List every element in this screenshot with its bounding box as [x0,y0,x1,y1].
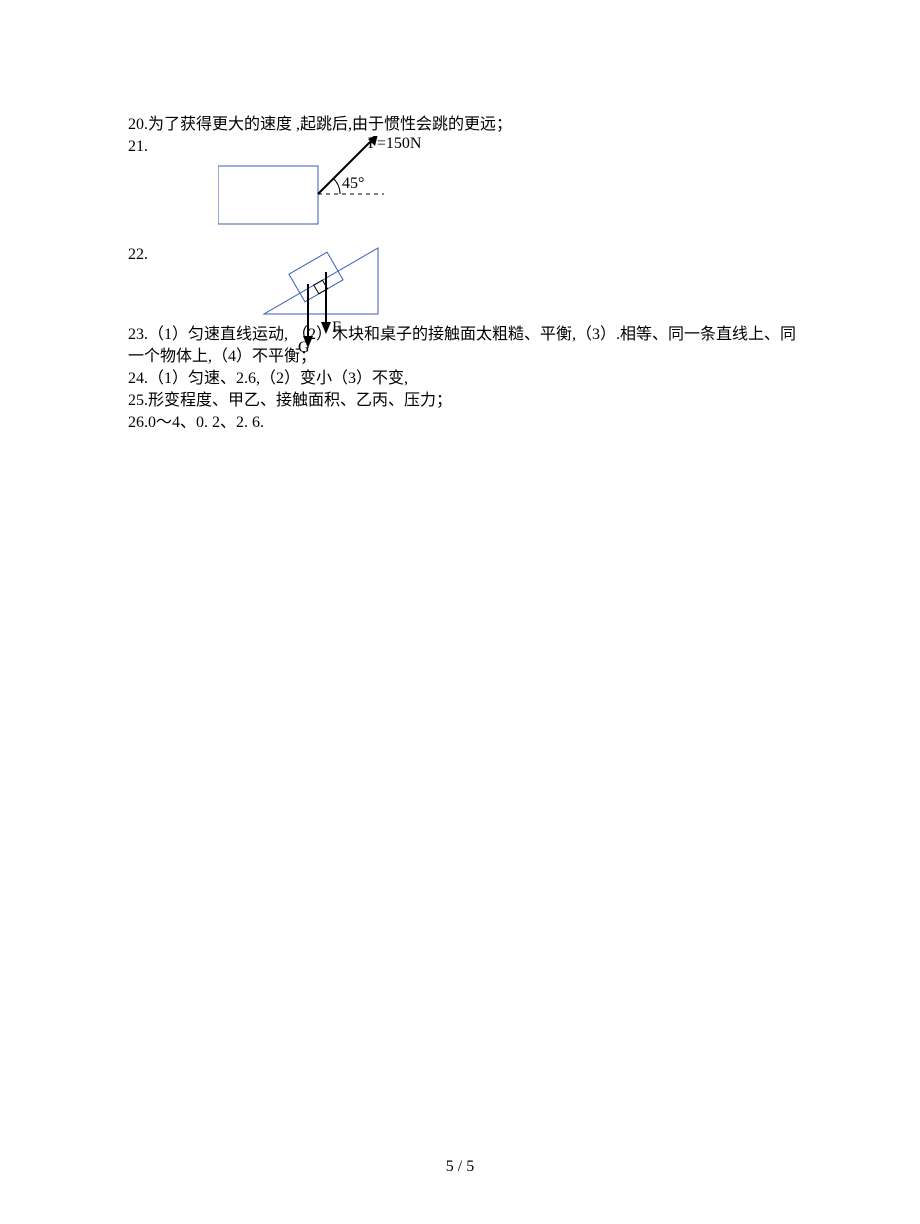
q22-g-label: G [298,339,310,354]
q21-row: 21. 45° F=150N [128,136,798,236]
q26-number: 26. [128,414,148,431]
q24-line: 24.（1）匀速、2.6,（2）变小（3）不变, [128,368,798,390]
q25-number: 25. [128,392,148,409]
page-footer: 5 / 5 [0,1158,920,1176]
content-block: 20.为了获得更大的速度 ,起跳后,由于惯性会跳的更远； 21. [128,114,798,434]
q22-number: 22. [128,244,158,266]
q25-line: 25.形变程度、甲乙、接触面积、乙丙、压力； [128,390,798,412]
q25-text: 形变程度、甲乙、接触面积、乙丙、压力； [148,392,452,409]
page: 20.为了获得更大的速度 ,起跳后,由于惯性会跳的更远； 21. [0,0,920,1224]
q23-number: 23. [128,326,148,343]
q21-svg: 45° F=150N [218,136,478,236]
q26-text: 0～4、0. 2、2. 6. [148,414,264,431]
q22-svg: F G [258,244,438,354]
q20-number: 20. [128,116,148,133]
q21-angle-label: 45° [342,175,364,192]
q22-f-label: F [332,319,341,336]
q23-text: （1）匀速直线运动, （2）木块和桌子的接触面太粗糙、平衡,（3）.相等、同一条… [128,326,796,365]
q21-diagram: 45° F=150N [218,136,478,236]
q21-number: 21. [128,136,158,158]
q22-diagram: F G [258,244,438,354]
q23-line: 23.（1）匀速直线运动, （2）木块和桌子的接触面太粗糙、平衡,（3）.相等、… [128,324,798,368]
q26-line: 26.0～4、0. 2、2. 6. [128,412,798,434]
q22-f-head [321,322,331,334]
q21-angle-arc [334,179,341,195]
spacer-1 [128,236,798,244]
q24-text: （1）匀速、2.6,（2）变小（3）不变, [148,370,408,387]
q24-number: 24. [128,370,148,387]
q21-rect [218,166,318,224]
q20-text: 为了获得更大的速度 ,起跳后,由于惯性会跳的更远； [148,116,512,133]
q21-force-label: F=150N [368,136,422,152]
q20-line: 20.为了获得更大的速度 ,起跳后,由于惯性会跳的更远； [128,114,798,136]
